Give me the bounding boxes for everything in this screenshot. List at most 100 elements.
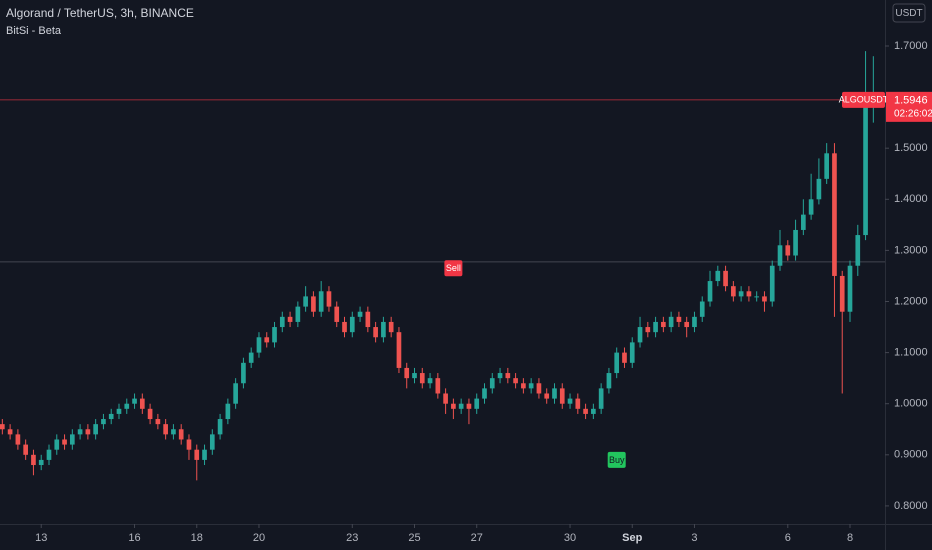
candle-body [248,352,254,363]
candle-body [342,321,347,333]
candle-body [839,275,845,312]
candle-body [0,424,5,430]
candle-body [668,316,674,328]
candle-body [435,378,441,394]
signal-box [607,451,626,468]
candle-body [497,373,503,379]
candle-body [824,153,830,179]
candle-body [85,429,91,435]
candle-body [124,403,130,409]
candle-body [163,424,168,435]
candle-body [699,301,705,317]
candle-body [233,383,238,404]
x-tick-label: 30 [564,532,576,544]
candle-body [575,398,581,409]
candle-body [598,388,604,409]
unit-label: USDT [895,8,922,19]
candle-body [139,398,145,409]
x-tick-label: 13 [35,532,47,544]
candle-body [318,291,324,312]
candle-body [209,434,215,450]
candle-body [31,454,36,466]
candle-body [186,439,192,450]
candle-body [132,398,137,404]
candle-body [427,378,433,384]
candle-body [466,403,472,409]
candle-body [311,296,316,312]
candle-body [622,352,627,363]
candle-body [101,419,106,425]
candle-body [62,439,67,445]
candle-body [69,434,75,445]
candle-body [614,352,620,374]
candle-body [178,429,184,440]
candle-body [287,316,293,322]
candle-body [583,408,588,414]
candle-body [482,388,487,399]
x-tick-label: Sep [622,532,642,544]
candle-body [637,327,643,343]
candle-body [7,429,13,435]
x-tick-label: 25 [408,532,420,544]
signal-box [444,260,463,277]
candle-body [349,316,355,333]
candle-body [489,378,495,389]
y-tick-label: 1.4000 [894,193,928,205]
candle-body [225,403,231,420]
y-tick-label: 0.9000 [894,449,928,461]
candle-body [365,311,371,328]
candle-body [606,373,612,389]
x-tick-label: 27 [471,532,483,544]
candle-body [357,311,363,317]
x-tick-label: 6 [785,532,791,544]
candle-body [451,403,456,409]
candle-body [38,459,44,466]
candle-body [801,214,806,230]
x-tick-label: 16 [128,532,140,544]
candle-body [46,449,52,460]
candle-body [404,367,410,379]
candle-body [567,398,573,404]
y-tick-label: 1.0000 [894,398,928,410]
candle-body [155,419,161,425]
candle-body [295,306,301,322]
candle-body [777,245,783,266]
candle-body [419,373,425,384]
candle-body [15,434,21,445]
candle-body [528,383,534,389]
x-tick-label: 3 [691,532,697,544]
candle-body [171,429,176,435]
candle-body [832,153,837,276]
candle-body [762,296,767,302]
candle-body [715,270,721,282]
candle-body [303,296,308,307]
candle-body [334,306,340,322]
candle-body [108,413,114,420]
candle-body [816,178,822,200]
candle-body [707,281,713,302]
y-tick-label: 1.1000 [894,347,928,359]
y-tick-label: 0.8000 [894,500,928,512]
candle-body [388,321,394,333]
candle-body [373,327,378,338]
candle-body [746,291,752,297]
unit-box[interactable] [892,3,926,23]
candle-body [77,429,83,435]
y-tick-label: 1.5000 [894,142,928,154]
candle-body [54,439,60,450]
candle-body [552,388,557,399]
signal-label: Sell [446,263,461,273]
candle-body [264,337,270,343]
candle-body [147,408,153,420]
candle-body [847,265,853,312]
countdown-label: 02:26:02 [894,108,932,119]
candle-body [93,424,98,435]
candle-body [591,408,596,414]
candle-body [653,321,658,333]
candle-body [23,444,28,455]
candle-body [412,373,417,379]
x-tick-label: 20 [253,532,265,544]
candle-body [629,342,635,363]
candle-body [279,316,285,328]
